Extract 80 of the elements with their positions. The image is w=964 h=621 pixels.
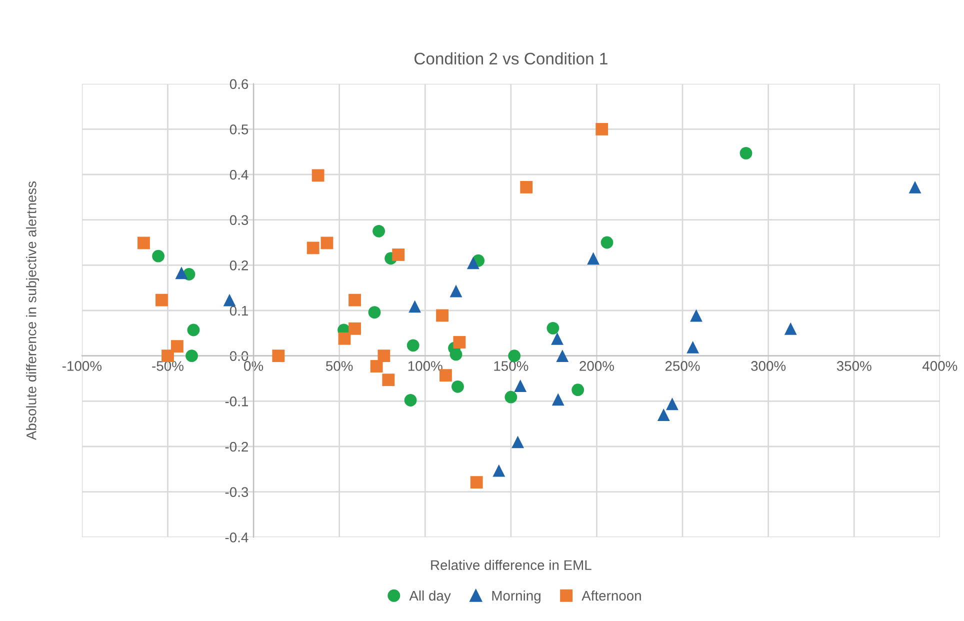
point <box>320 236 334 250</box>
y-tick-label: -0.1 <box>225 396 248 406</box>
y-tick-label: 0.0 <box>230 351 248 361</box>
point <box>520 180 533 194</box>
point <box>370 360 383 372</box>
x-tick-label: 250% <box>665 361 700 371</box>
point <box>223 294 236 306</box>
chart-title: Condition 2 vs Condition 1 <box>414 52 608 65</box>
x-tick-label: 400% <box>922 361 958 371</box>
point <box>514 380 527 392</box>
x-tick-label: 100% <box>408 361 442 371</box>
point <box>392 248 405 261</box>
y-axis-title: Absolute difference in subjective alertness <box>26 181 40 440</box>
y-tick-label: 0.6 <box>230 79 248 90</box>
point <box>666 398 678 410</box>
point <box>452 380 464 393</box>
point <box>492 464 506 477</box>
point <box>152 250 165 262</box>
legend-label: Afternoon <box>582 590 641 601</box>
point <box>450 348 462 361</box>
x-tick-label: 50% <box>326 361 353 371</box>
point <box>466 256 480 270</box>
point <box>378 350 390 362</box>
point <box>175 266 188 280</box>
y-tick-label: -0.4 <box>225 532 248 542</box>
x-tick-label: 350% <box>836 361 872 371</box>
point <box>436 309 448 322</box>
point <box>572 384 584 396</box>
point <box>382 374 395 386</box>
point <box>450 284 462 298</box>
point <box>600 236 614 249</box>
point <box>348 322 361 335</box>
point <box>312 169 324 182</box>
point <box>556 350 569 362</box>
x-tick-label: 300% <box>751 361 786 371</box>
y-tick-label: 0.2 <box>230 260 248 270</box>
y-tick-label: 0.1 <box>230 306 248 316</box>
point <box>504 390 518 404</box>
point <box>740 146 752 160</box>
point <box>306 242 320 254</box>
x-tick-label: -50% <box>152 361 184 371</box>
point <box>546 322 560 334</box>
y-tick-label: -0.2 <box>225 442 248 452</box>
y-tick-label: -0.3 <box>225 487 248 497</box>
x-tick-label: 200% <box>580 361 614 371</box>
point <box>348 294 361 306</box>
y-tick-label: 0.4 <box>230 170 248 180</box>
x-axis-title: Relative difference in EML <box>431 560 592 570</box>
point <box>657 408 670 421</box>
point <box>470 476 483 489</box>
point <box>440 369 452 382</box>
point <box>338 332 351 345</box>
y-tick-label: 0.3 <box>230 215 248 226</box>
point <box>138 236 150 250</box>
point <box>404 394 417 406</box>
x-tick-label: 150% <box>494 361 528 371</box>
point <box>368 306 381 319</box>
point <box>596 122 608 136</box>
point <box>512 436 524 448</box>
point <box>686 341 700 354</box>
point <box>406 339 420 352</box>
point <box>372 224 386 238</box>
legend-label: Morning <box>492 590 540 604</box>
point <box>186 350 198 362</box>
point <box>187 324 200 336</box>
point <box>587 252 600 265</box>
x-tick-label: -100% <box>62 361 102 371</box>
x-tick-label: 0% <box>244 361 264 371</box>
point <box>408 300 422 313</box>
point <box>551 332 564 345</box>
point <box>156 294 168 306</box>
legend-label: All day <box>409 590 451 604</box>
point <box>552 393 564 406</box>
point <box>908 180 922 194</box>
point <box>272 350 285 362</box>
point <box>784 322 797 335</box>
point <box>170 340 184 353</box>
point <box>453 336 466 348</box>
point <box>690 309 702 322</box>
y-tick-label: 0.5 <box>230 124 248 134</box>
